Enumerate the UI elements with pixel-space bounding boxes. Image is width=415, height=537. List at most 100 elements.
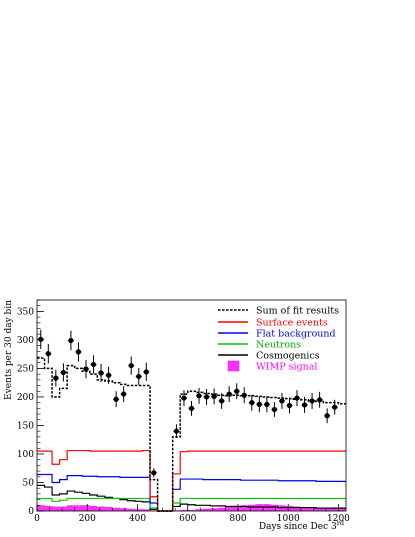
x-tick-label: 0 [34,514,40,524]
data-point-marker [90,361,97,368]
legend-label: WIMP signal [256,362,317,373]
data-point-marker [241,392,247,398]
data-point-marker [226,391,232,397]
data-point-marker [256,401,262,407]
data-point-marker [68,337,74,344]
data-point [331,399,338,415]
data-point-marker [136,373,142,380]
data-point-marker [60,369,66,376]
series-flat-line [37,473,346,512]
legend-label: Cosmogenics [256,351,320,362]
x-tick-label: 400 [129,514,146,524]
data-point-marker [286,402,293,409]
series-layer [37,357,346,512]
y-tick-label: 250 [17,364,34,374]
y-tick-label: 350 [17,307,34,317]
data-point [135,367,142,385]
data-points-layer [37,329,338,478]
data-point [324,408,331,424]
data-point-marker [264,401,270,407]
data-point-marker [196,393,202,399]
data-point-marker [219,398,225,404]
y-tick-label: 100 [17,450,34,460]
x-tick-label: 800 [229,514,246,524]
data-point [309,392,316,409]
x-axis-label-main: Days since Dec 3 [259,522,337,532]
data-point [52,369,59,387]
data-point [143,362,150,381]
data-point-marker [83,366,89,372]
data-point [180,390,187,407]
data-point-marker [301,402,308,408]
data-point-marker [279,398,285,404]
data-point [226,386,233,403]
data-point [316,391,323,408]
y-axis-label: Events per 30 day bin [4,300,14,400]
data-point [105,366,112,384]
data-point [211,388,218,405]
x-tick-label: 600 [179,514,196,524]
data-point [120,386,127,403]
data-point [263,396,270,413]
data-point [301,396,308,413]
data-point-marker [309,398,315,404]
series-wimp-area [37,504,346,511]
y-tick-label: 200 [17,393,34,403]
data-point-marker [151,470,157,476]
axes-layer: 0 200 400 600 800 1000 1200 0 50 100 150 200 250 300 3… [17,299,350,524]
legend-entry: Neutrons [218,340,301,351]
y-tick-label: 150 [17,421,34,431]
data-point [278,392,285,409]
data-point [233,383,240,400]
data-point [150,468,157,478]
data-point [67,330,74,351]
data-point-marker [188,405,195,411]
data-point-marker [181,395,187,401]
y-tick-label: 300 [17,336,34,346]
legend-label: Surface events [256,318,328,329]
data-point-marker [45,351,51,357]
legend-entry: Cosmogenics [218,351,320,362]
data-point [203,388,210,405]
data-point-marker [98,370,104,376]
data-point-marker [38,336,44,342]
data-point-marker [271,406,278,413]
data-point [241,387,248,404]
data-point-marker [113,396,119,402]
data-point-marker [294,395,300,401]
data-point [173,424,180,439]
y-tick-label: 50 [23,478,35,488]
data-point-marker [121,391,127,397]
data-point-marker [203,394,210,400]
data-point [90,355,97,374]
legend-entry: Flat background [218,329,336,340]
legend-label: Neutrons [256,340,301,351]
data-point [271,402,278,417]
data-point [37,329,44,350]
data-point-marker [128,362,134,369]
data-point [45,343,52,364]
data-point [75,342,82,362]
legend-label: Sum of fit results [256,306,339,317]
series-sum-line [37,357,346,512]
legend-entry: Surface events [218,318,328,329]
data-point-marker [324,413,330,419]
data-point [218,392,225,409]
data-point [113,391,120,408]
data-point [98,363,105,383]
data-point [294,390,301,407]
data-point-marker [211,393,217,399]
data-point-marker [53,375,59,381]
data-point [60,363,67,382]
x-axis-label: Days since Dec 3rd [259,519,344,532]
data-point [196,387,203,404]
x-tick-label: 200 [79,514,96,524]
data-point-marker [105,372,112,378]
plot-frame [36,299,347,512]
legend-entry: WIMP signal [227,360,317,373]
legend-label: Flat background [256,329,336,340]
data-point [188,400,195,416]
data-point [256,396,263,413]
data-point [248,394,255,411]
data-point-marker [173,428,180,434]
